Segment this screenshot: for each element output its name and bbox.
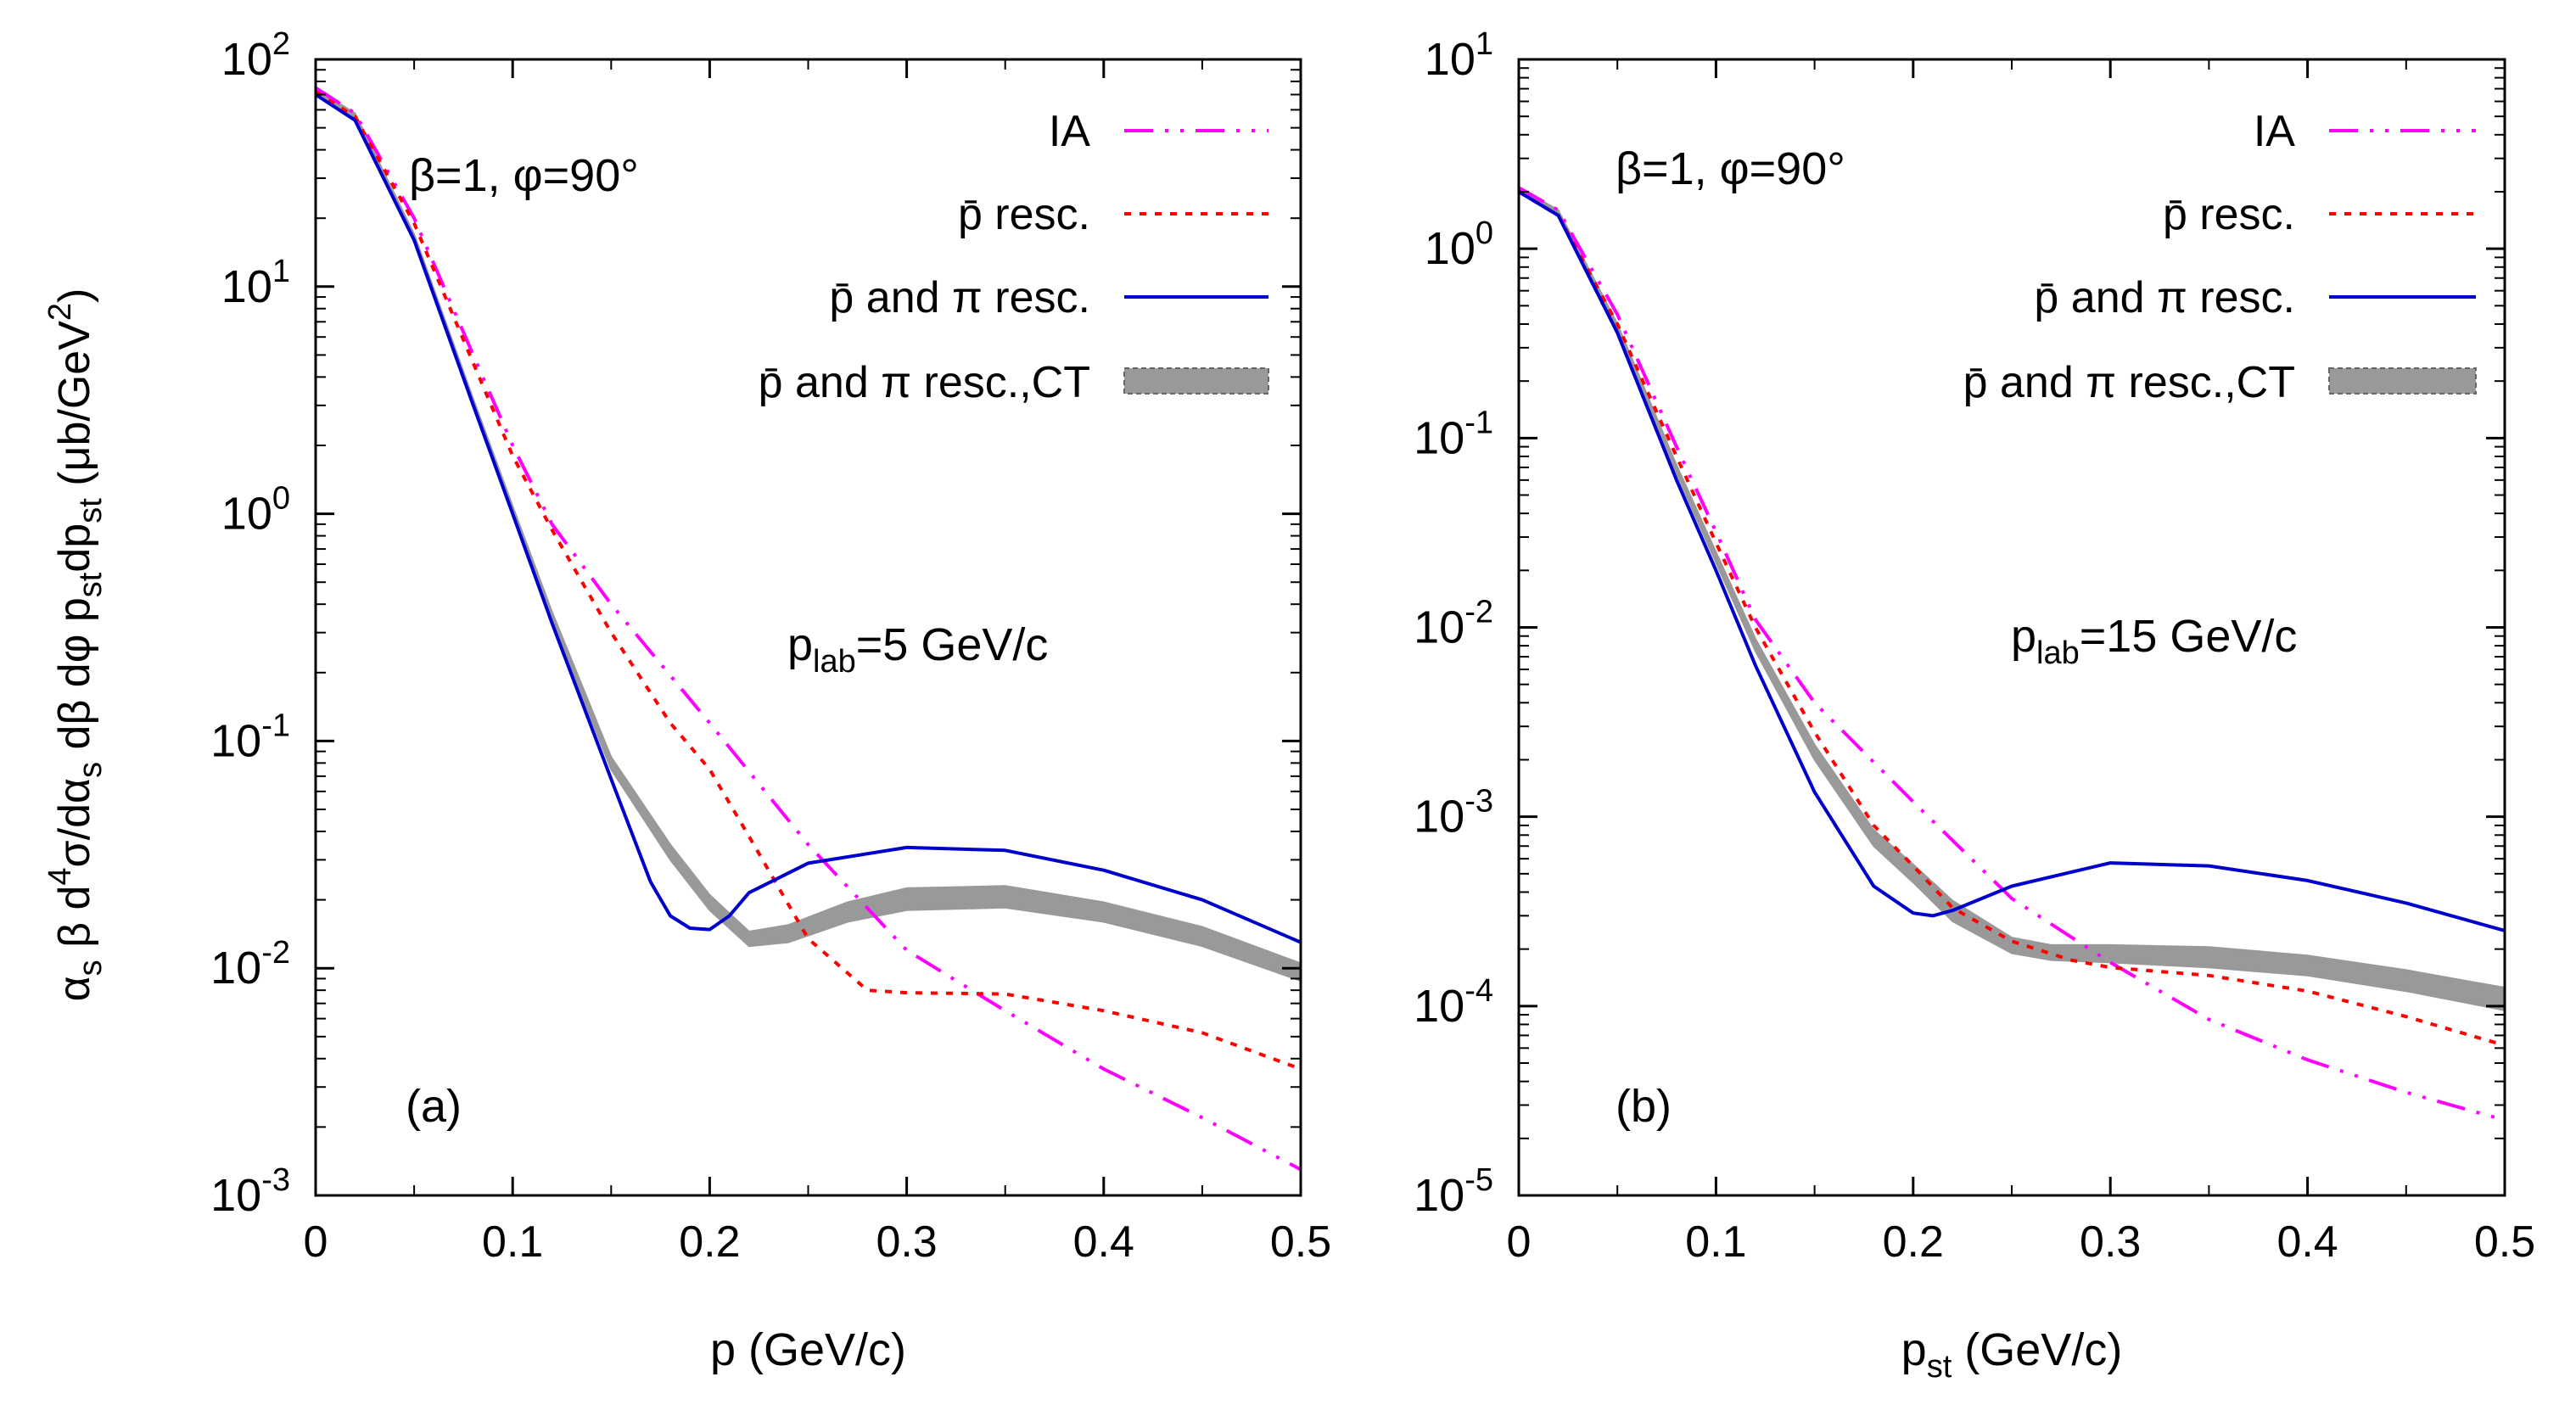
x-tick-label: 0: [1507, 1217, 1532, 1267]
legend-b: IA p̄ resc. p̄ and π resc. p̄ and π resc.,C…: [1963, 107, 2477, 407]
y-tick-label: 10-4: [1414, 973, 1493, 1032]
y-axis-label-part: dp: [50, 523, 99, 573]
x-tick-label: 0.2: [1883, 1217, 1944, 1267]
x-tick-label: 0: [304, 1217, 328, 1267]
legend-pbar-resc-label: p̄ resc.: [958, 190, 1090, 239]
y-tick-label: 10-1: [210, 708, 290, 766]
y-tick-label: 101: [1425, 26, 1493, 85]
legend-pbar-pi-resc-label: p̄ and π resc.: [2034, 273, 2295, 322]
legend-pbar-resc-label: p̄ resc.: [2163, 190, 2295, 239]
y-tick-label: 10-2: [210, 935, 290, 993]
series-pbar-resc-line: [1519, 190, 2505, 1048]
params-annotation-b: β=1, φ=90°: [1616, 143, 1845, 194]
y-axis-label-part: st: [73, 572, 109, 597]
series-pbar-pi-resc-line: [1519, 190, 2505, 932]
x-axis-label-a: p (GeV/c): [710, 1324, 906, 1375]
y-axis-label-part: (μb/GeV: [50, 321, 99, 498]
y-tick-label: 10-3: [1414, 784, 1493, 842]
x-tick-label: 0.3: [2080, 1217, 2141, 1267]
y-tick-label: 10-1: [1414, 405, 1493, 463]
panel-label-a: (a): [406, 1081, 462, 1132]
plot-series-a: [316, 86, 1301, 1172]
x-tick-label: 0.4: [1073, 1217, 1134, 1267]
x-tick-label: 0.5: [2474, 1217, 2535, 1267]
y-tick-label: 100: [1425, 215, 1493, 274]
y-axis-label-part: σ/dα: [50, 778, 99, 868]
legend-ia-label: IA: [2254, 107, 2295, 156]
x-tick-label: 0.3: [876, 1217, 937, 1267]
y-tick-label: 10-3: [210, 1162, 290, 1221]
y-tick-label: 10-2: [1414, 595, 1493, 653]
y-tick-label: 102: [221, 26, 290, 85]
legend-pbar-pi-resc-label: p̄ and π resc.: [829, 273, 1090, 322]
panel-a: (a) β=1, φ=90° plab=5 GeV/c 0 0.1 0.2 0.3 0.…: [210, 26, 1331, 1375]
x-tick-label: 0.2: [679, 1217, 740, 1267]
legend-ia-label: IA: [1049, 107, 1090, 156]
panel-label-b: (b): [1616, 1081, 1672, 1132]
x-tick-label: 0.4: [2276, 1217, 2338, 1267]
y-axis-label-part: st: [73, 498, 109, 523]
legend-pbar-pi-resc-ct-label: p̄ and π resc.,CT: [1963, 358, 2295, 407]
y-axis-label-part: ): [50, 288, 99, 303]
params-annotation-a: β=1, φ=90°: [409, 150, 639, 201]
x-tick-label: 0.1: [1685, 1217, 1746, 1267]
plot-series-b: [1519, 186, 2505, 1122]
legend-pbar-pi-resc-ct-swatch: [1123, 367, 1269, 395]
y-axis-label-part: 4: [42, 867, 78, 885]
series-ia-line: [316, 86, 1301, 1172]
y-axis-label-part: s: [73, 762, 109, 778]
y-axis-label-part: dβ dφ p: [50, 597, 99, 762]
series-pbar-pi-resc-line: [316, 92, 1301, 944]
x-axis-label-b: pst (GeV/c): [1901, 1324, 2123, 1385]
y-axis-label-part: s: [73, 960, 109, 976]
y-tick-label: 101: [221, 254, 290, 312]
legend-a: IA p̄ resc. p̄ and π resc. p̄ and π resc.,C…: [759, 107, 1269, 407]
plab-annotation-a: plab=5 GeV/c: [787, 619, 1048, 680]
x-tick-label: 0.1: [482, 1217, 543, 1267]
plab-annotation-b: plab=15 GeV/c: [2011, 611, 2297, 671]
legend-pbar-pi-resc-ct-label: p̄ and π resc.,CT: [759, 358, 1090, 407]
y-axis-label-part: α: [50, 976, 99, 1001]
y-tick-label: 100: [221, 481, 290, 540]
y-axis-label-part: 2: [42, 303, 78, 321]
series-ct-band: [1519, 187, 2505, 1011]
legend-pbar-pi-resc-ct-swatch: [2328, 367, 2477, 395]
y-axis-label-part: β d: [50, 886, 99, 960]
series-pbar-resc-line: [316, 90, 1301, 1071]
y-tick-label: 10-5: [1414, 1162, 1493, 1221]
y-axis-label: αs β d4σ/dαs dβ dφ pstdpst (μb/GeV2): [42, 288, 109, 1002]
panel-b: (b) β=1, φ=90° plab=15 GeV/c 0 0.1 0.2 0.3 0…: [1414, 26, 2535, 1385]
x-tick-label: 0.5: [1270, 1217, 1331, 1267]
